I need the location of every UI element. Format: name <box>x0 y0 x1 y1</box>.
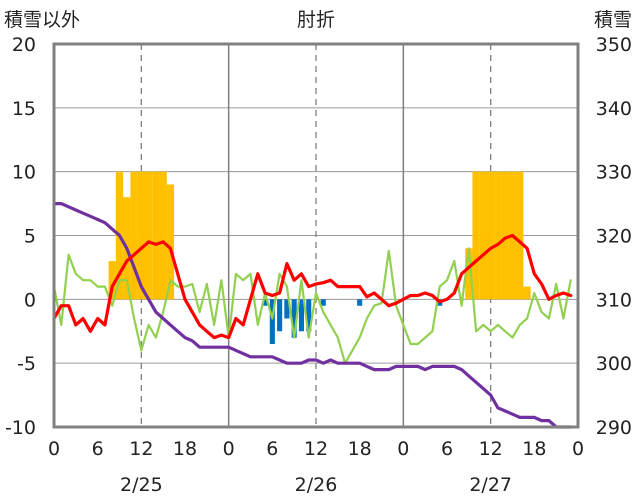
y-tick-right-label: 300 <box>596 353 632 375</box>
date-label: 2/27 <box>469 474 512 496</box>
snowfall-bar <box>144 171 153 300</box>
snowfall-bar <box>472 171 480 300</box>
plot-frame <box>52 42 580 429</box>
snow-depth-line <box>52 202 573 429</box>
snowfall-bar <box>137 171 145 300</box>
snowfall-bar <box>108 261 116 300</box>
snowfall-bar <box>166 184 175 300</box>
precip-bar <box>291 299 297 338</box>
snowfall-bar <box>501 171 509 300</box>
x-tick-label: 0 <box>48 438 60 460</box>
y-tick-right-label: 290 <box>596 417 632 439</box>
y-axis-right-label: 積雪 <box>594 9 632 31</box>
y-tick-left-label: 10 <box>12 162 36 184</box>
x-tick-label: 18 <box>348 438 372 460</box>
y-tick-left-label: 20 <box>12 34 36 56</box>
temperature-line <box>52 233 573 340</box>
snowfall-bar <box>523 286 531 300</box>
precip-bar <box>284 299 290 319</box>
y-axis-left-label: 積雪以外 <box>4 9 80 31</box>
series-lines <box>52 202 573 429</box>
y-tick-right-label: 310 <box>596 289 632 311</box>
y-tick-right-label: 340 <box>596 98 632 120</box>
precip-bar <box>269 299 275 345</box>
date-labels: 2/25 2/26 2/27 <box>120 474 512 496</box>
y-tick-right-label: 330 <box>596 162 632 184</box>
y-tick-right-label: 350 <box>596 34 632 56</box>
snowfall-bar <box>159 171 167 300</box>
snowfall-bar <box>130 171 138 300</box>
snowfall-bar <box>494 171 502 300</box>
precip-bar <box>298 299 304 332</box>
x-tick-label: 0 <box>572 438 584 460</box>
x-tick-label: 0 <box>223 438 235 460</box>
date-label: 2/26 <box>295 474 338 496</box>
x-ticks: 0 6 12 18 0 6 12 18 0 6 12 18 0 <box>48 438 584 460</box>
x-tick-label: 6 <box>92 438 104 460</box>
x-tick-label: 18 <box>173 438 197 460</box>
x-tick-label: 12 <box>479 438 503 460</box>
x-tick-label: 18 <box>522 438 546 460</box>
snowfall-bar <box>516 171 524 300</box>
snowfall-bar <box>152 171 160 300</box>
y-ticks-right: 290 300 310 320 330 340 350 <box>596 34 632 439</box>
precip-bar <box>320 299 326 306</box>
y-tick-left-label: 0 <box>24 289 36 311</box>
x-tick-label: 6 <box>441 438 453 460</box>
x-tick-label: 6 <box>266 438 278 460</box>
y-tick-right-label: 320 <box>596 226 632 248</box>
x-tick-label: 12 <box>304 438 328 460</box>
wind-line <box>52 247 572 365</box>
precip-bar <box>357 299 363 306</box>
snowfall-bar <box>465 248 473 300</box>
x-tick-label: 12 <box>129 438 153 460</box>
precip-bar <box>262 299 268 306</box>
y-tick-left-label: -10 <box>5 417 36 439</box>
y-tick-left-label: 15 <box>12 98 36 120</box>
chart-title: 肘折 <box>297 9 335 31</box>
y-ticks-left: -10 -5 0 5 10 15 20 <box>5 34 36 439</box>
snowfall-bar <box>487 171 495 300</box>
x-tick-label: 0 <box>397 438 409 460</box>
y-tick-left-label: 5 <box>24 226 36 248</box>
date-label: 2/25 <box>120 474 163 496</box>
precip-bar <box>306 299 312 332</box>
precip-bar <box>277 299 283 332</box>
snowfall-bar <box>479 171 488 300</box>
y-tick-left-label: -5 <box>17 353 36 375</box>
